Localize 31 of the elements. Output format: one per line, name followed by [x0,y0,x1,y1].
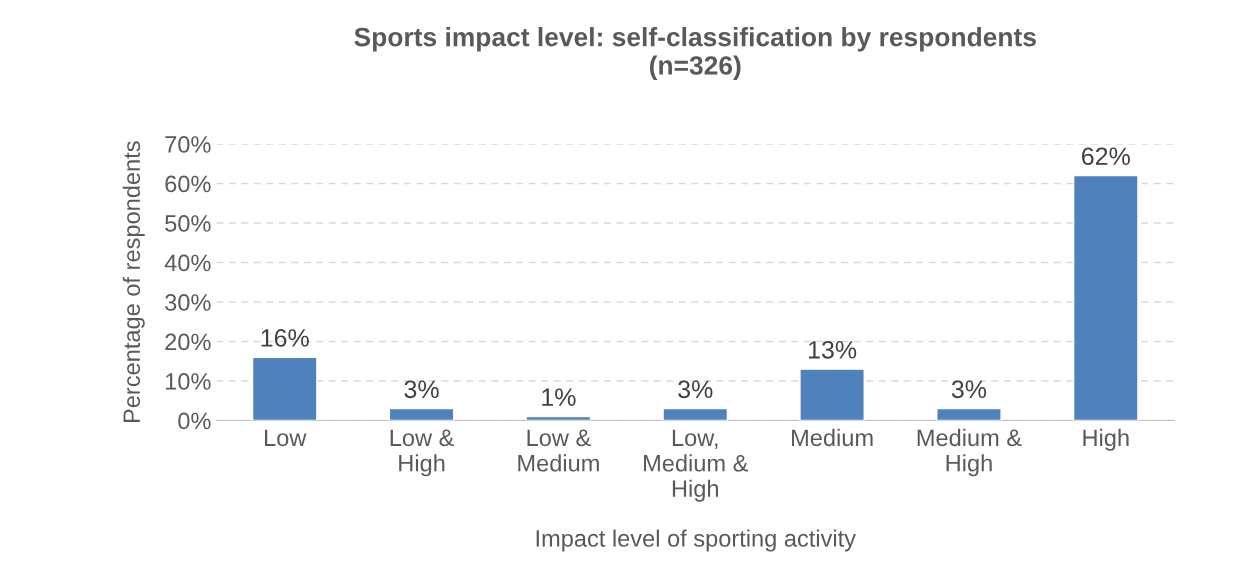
x-tick-label: Low & Medium [518,429,599,472]
bar [799,368,865,421]
bar [251,356,318,421]
data-label: 3% [678,380,713,399]
data-label: 3% [404,380,439,399]
data-label: 62% [1082,147,1130,166]
y-tick-label: 30% [165,294,211,311]
y-axis-title: Percentage of respondents [122,141,145,423]
data-label: 13% [808,340,857,359]
data-label: 3% [951,380,987,399]
x-tick-label: Medium & High [917,428,1022,477]
data-label: 1% [542,388,576,406]
y-tick-label: 10% [165,373,211,390]
x-tick-label: High [1083,428,1129,451]
x-tick-label: Low [265,429,307,447]
y-tick-label: 50% [165,215,211,232]
y-tick-label: 60% [165,175,211,193]
x-tick-label: Low & High [390,429,455,477]
chart-title: Sports impact level: self-classification by respondents (n=326) [354,27,1036,81]
y-tick-label: 70% [165,136,211,153]
bar [388,407,455,421]
bar [936,407,1002,421]
data-label: 16% [261,329,309,347]
y-tick-label: 20% [165,333,211,351]
y-tick-label: 0% [178,412,211,430]
bar [662,407,729,421]
x-tick-label: Medium [792,428,873,447]
y-tick-label: 40% [164,254,211,272]
x-axis-title: Impact level of sporting activity [536,529,856,552]
bar [1072,174,1139,421]
x-tick-label: Low, Medium & High [644,429,749,502]
